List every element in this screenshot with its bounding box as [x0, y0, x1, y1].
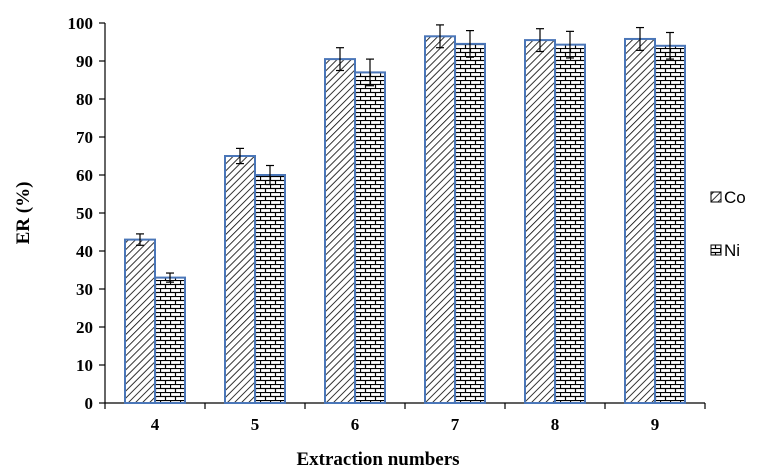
bar-co-9 [624, 37, 656, 405]
y-axis-title: ER (%) [13, 182, 34, 245]
y-tick-label: 10 [76, 356, 93, 375]
x-tick-label: 7 [451, 415, 460, 434]
legend-label-co: Co [724, 188, 746, 207]
error-bars [136, 24, 674, 283]
y-tick-label: 20 [76, 318, 93, 337]
bar-ni-7 [454, 42, 486, 405]
x-tick-label: 9 [651, 415, 660, 434]
bar-ni-6 [354, 71, 386, 405]
bar-ni-4 [154, 276, 186, 405]
x-tick-label: 5 [251, 415, 260, 434]
bar-ni-8 [554, 43, 586, 404]
legend-swatch-co [710, 191, 722, 203]
y-axis: 0 10 20 30 40 50 60 70 80 90 100 [68, 14, 106, 413]
legend-label-ni: Ni [724, 241, 740, 260]
bar-co-5 [224, 155, 256, 404]
x-axis-title: Extraction numbers [296, 449, 459, 470]
y-tick-label: 30 [76, 280, 93, 299]
bar-co-7 [424, 35, 456, 405]
legend: Co Ni [710, 188, 746, 260]
y-tick-label: 80 [76, 90, 93, 109]
bar-co-8 [524, 39, 556, 404]
y-tick-label: 60 [76, 166, 93, 185]
x-tick-label: 8 [551, 415, 560, 434]
bar-co-6 [324, 58, 356, 404]
legend-swatch-ni [710, 244, 722, 256]
y-tick-label: 90 [76, 52, 93, 71]
bar-co-4 [124, 238, 156, 404]
y-tick-label: 100 [68, 14, 94, 33]
y-tick-label: 0 [85, 394, 94, 413]
bar-ni-5 [254, 174, 286, 404]
y-tick-label: 70 [76, 128, 93, 147]
y-tick-label: 40 [76, 242, 93, 261]
x-tick-label: 4 [151, 415, 160, 434]
x-tick-label: 6 [351, 415, 360, 434]
y-tick-label: 50 [76, 204, 93, 223]
bars [124, 35, 686, 405]
bar-ni-9 [654, 44, 686, 405]
x-axis: 4 5 6 7 8 9 [104, 402, 706, 434]
